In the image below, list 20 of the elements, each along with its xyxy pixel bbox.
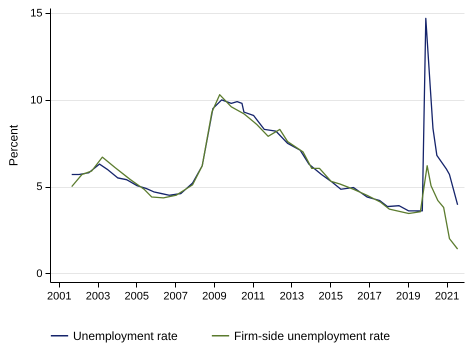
x-tick-label: 2015 <box>318 290 343 302</box>
x-tick-label: 2013 <box>280 290 304 302</box>
x-tick-label: 2011 <box>241 290 265 302</box>
y-tick-label: 15 <box>30 8 42 20</box>
y-tick-label: 0 <box>36 268 42 280</box>
x-tick-label: 2003 <box>86 290 110 302</box>
x-tick-label: 2007 <box>163 290 188 302</box>
x-tick-label: 2005 <box>124 290 150 302</box>
x-tick-label: 2017 <box>357 290 382 302</box>
x-tick-label: 2009 <box>202 290 227 302</box>
legend-label: Unemployment rate <box>73 328 178 343</box>
x-tick-label: 2001 <box>46 290 72 302</box>
x-tick-label: 2021 <box>434 290 460 302</box>
y-axis-title: Percent <box>6 124 20 166</box>
y-tick-label: 5 <box>36 181 42 194</box>
line-series <box>71 94 458 250</box>
legend-label: Firm-side unemployment rate <box>234 328 390 343</box>
y-tick-label: 10 <box>30 94 42 106</box>
x-tick-label: 2019 <box>396 290 421 302</box>
line-series <box>71 18 458 212</box>
